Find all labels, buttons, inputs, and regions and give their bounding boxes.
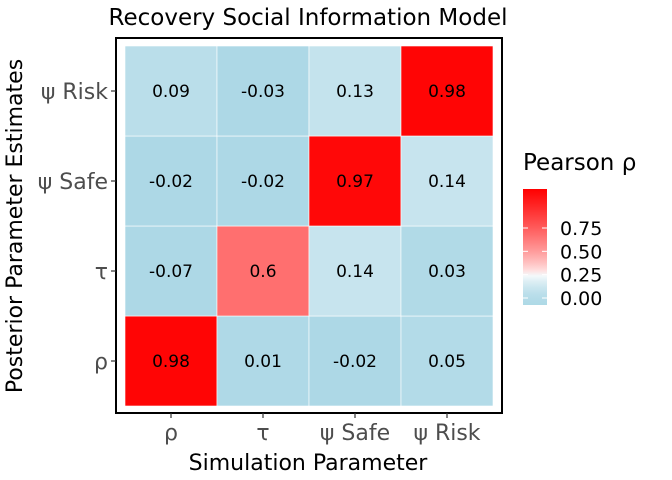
- heatmap-cell: [216, 135, 310, 227]
- legend-tick-label: 0.25: [560, 265, 602, 287]
- heatmap-cell: [308, 225, 402, 317]
- heatmap-cell: [308, 45, 402, 137]
- y-tick-label: ψ Safe: [38, 170, 108, 195]
- heatmap-cell: [308, 315, 402, 407]
- x-tick-label: ψ Risk: [413, 421, 480, 446]
- legend-tick-label: 0.75: [560, 218, 602, 240]
- y-tick-label: ψ Risk: [41, 80, 108, 105]
- cell-value-label: 0.14: [428, 172, 466, 192]
- heatmap-cell: [400, 135, 494, 227]
- cell-value-label: 0.6: [249, 262, 276, 282]
- x-axis-label: Simulation Parameter: [189, 451, 429, 476]
- legend-colorbar: [523, 189, 547, 305]
- cell-value-label: 0.01: [244, 352, 282, 372]
- cell-value-label: -0.07: [149, 262, 193, 282]
- legend-tick-label: 0.50: [560, 241, 602, 263]
- heatmap-cell: [400, 315, 494, 407]
- x-tick-label: ρ: [164, 421, 178, 446]
- heatmap-cell: [400, 45, 494, 137]
- cell-value-label: -0.03: [241, 82, 285, 102]
- cell-value-label: 0.13: [336, 82, 374, 102]
- cell-value-label: 0.05: [428, 352, 466, 372]
- cell-value-label: 0.97: [336, 172, 374, 192]
- cell-value-label: 0.03: [428, 262, 466, 282]
- heatmap-cell: [216, 225, 310, 317]
- heatmap-cell: [124, 225, 218, 317]
- heatmap-cell: [124, 135, 218, 227]
- cell-value-label: 0.14: [336, 262, 374, 282]
- legend-tick-label: 0.00: [560, 288, 602, 310]
- y-axis-label: Posterior Parameter Estimates: [3, 59, 28, 393]
- heatmap-cell: [216, 45, 310, 137]
- y-tick-label: ρ: [94, 350, 108, 375]
- x-tick-label: τ: [256, 421, 269, 446]
- cell-value-label: -0.02: [149, 172, 193, 192]
- legend-title: Pearson ρ: [523, 150, 636, 176]
- heatmap-cell: [308, 135, 402, 227]
- cell-value-label: -0.02: [333, 352, 377, 372]
- heatmap-cell: [124, 315, 218, 407]
- x-tick-label: ψ Safe: [320, 421, 390, 446]
- cell-value-label: -0.02: [241, 172, 285, 192]
- heatmap-cell: [124, 45, 218, 137]
- cell-value-label: 0.98: [428, 82, 466, 102]
- cell-value-label: 0.98: [152, 352, 190, 372]
- y-tick-label: τ: [95, 260, 108, 285]
- chart-title: Recovery Social Information Model: [109, 5, 508, 31]
- heatmap-cell: [400, 225, 494, 317]
- cell-value-label: 0.09: [152, 82, 190, 102]
- plot-panel-border: [115, 37, 503, 414]
